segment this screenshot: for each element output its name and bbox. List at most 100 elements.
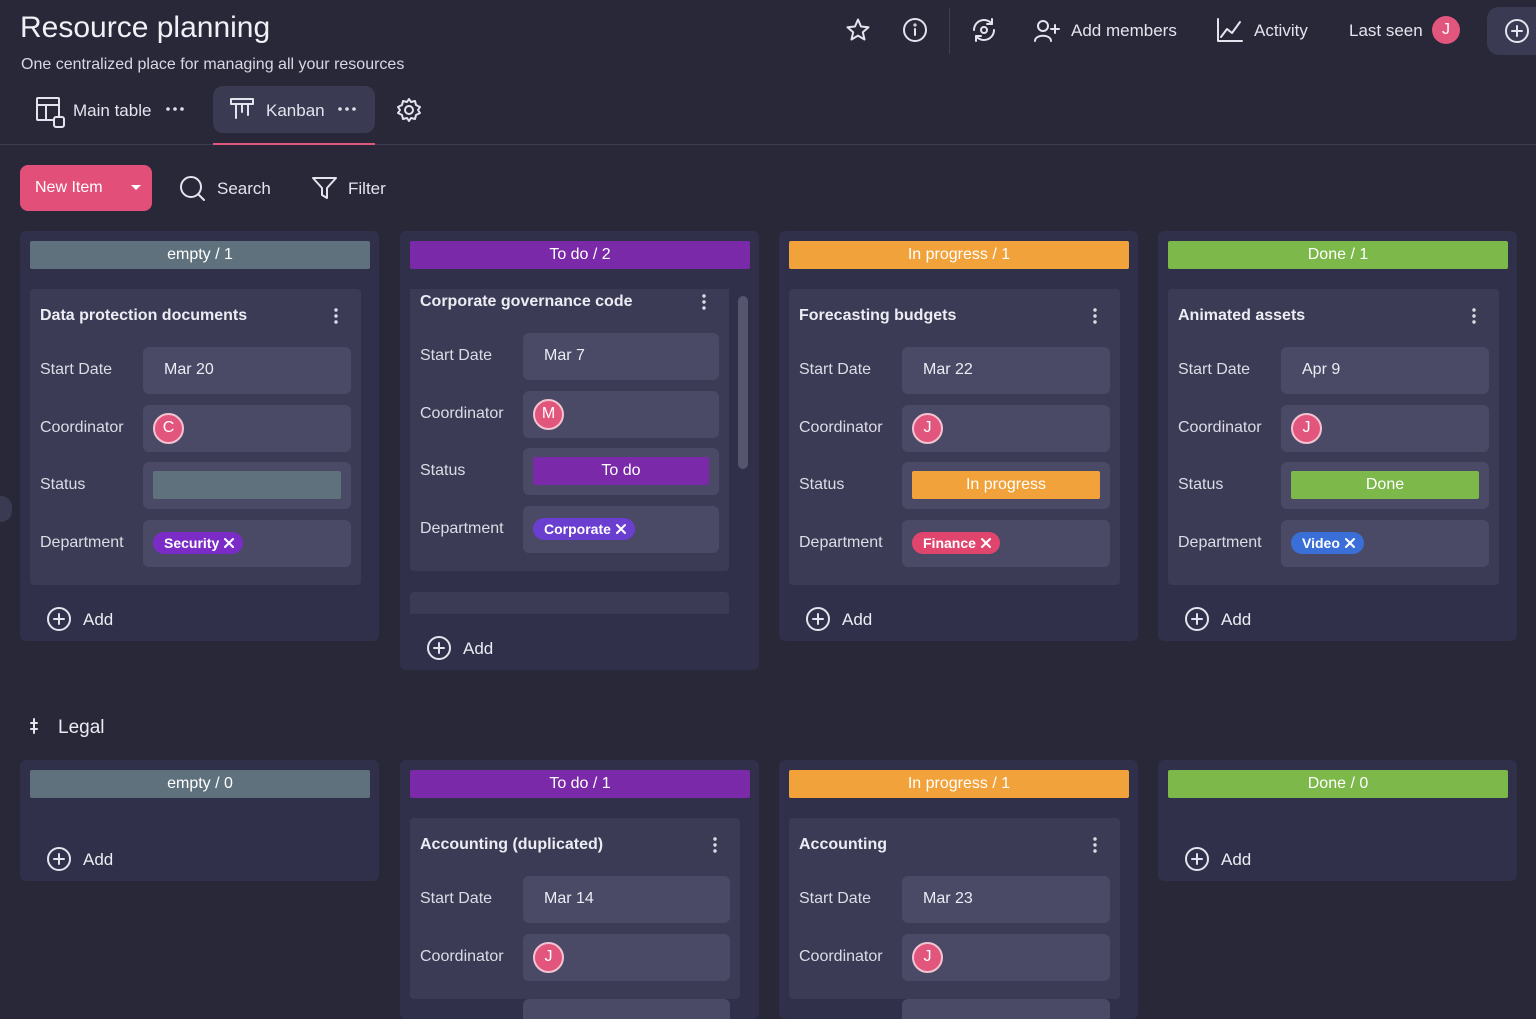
column-header: empty / 1 bbox=[30, 241, 370, 269]
new-item-caret[interactable] bbox=[131, 185, 141, 190]
add-icon[interactable] bbox=[47, 607, 71, 631]
tag-label: Corporate bbox=[544, 520, 611, 537]
last-seen-label: Last seen bbox=[1349, 21, 1423, 40]
search-button[interactable]: Search bbox=[217, 179, 271, 198]
coordinator-avatar: M bbox=[533, 398, 564, 430]
coordinator-avatar: J bbox=[912, 412, 943, 444]
field-label: Start Date bbox=[40, 361, 113, 378]
add-card-button[interactable]: Add bbox=[463, 639, 494, 658]
tag-label: Video bbox=[1302, 534, 1340, 551]
field-label: Department bbox=[799, 533, 883, 551]
sync-icon[interactable] bbox=[971, 18, 997, 42]
status-pill[interactable]: Done bbox=[1291, 471, 1479, 499]
field-box[interactable] bbox=[523, 999, 730, 1019]
tab-menu[interactable] bbox=[338, 105, 356, 113]
card-menu[interactable] bbox=[333, 308, 339, 324]
field-box[interactable] bbox=[902, 347, 1110, 394]
sidebar-toggle[interactable] bbox=[0, 496, 12, 522]
card-title: Animated assets bbox=[1178, 307, 1306, 324]
add-icon bbox=[1505, 19, 1529, 43]
page-subtitle: One centralized place for managing all y… bbox=[21, 56, 405, 73]
field-label: Department bbox=[1178, 533, 1262, 551]
department-tag[interactable]: Video bbox=[1291, 531, 1364, 554]
filter-button[interactable]: Filter bbox=[348, 179, 386, 198]
add-card-button[interactable]: Add bbox=[842, 610, 873, 629]
column-header: Done / 0 bbox=[1168, 770, 1508, 798]
add-icon[interactable] bbox=[427, 636, 451, 660]
add-card-button[interactable]: Add bbox=[83, 610, 114, 629]
department-tag[interactable]: Corporate bbox=[533, 517, 635, 540]
field-label: Start Date bbox=[420, 347, 493, 364]
field-label: Coordinator bbox=[40, 418, 124, 436]
card-menu[interactable] bbox=[1471, 308, 1477, 324]
tab-label[interactable]: Kanban bbox=[266, 101, 325, 120]
tag-remove[interactable] bbox=[980, 537, 991, 548]
kanban-icon bbox=[230, 98, 254, 119]
field-value: Mar 14 bbox=[544, 890, 594, 907]
status-pill[interactable]: To do bbox=[533, 457, 709, 485]
search-icon[interactable] bbox=[180, 176, 206, 202]
add-card-button[interactable]: Add bbox=[1221, 610, 1252, 629]
field-box[interactable] bbox=[902, 876, 1110, 923]
field-label: Status bbox=[420, 462, 466, 479]
add-card-button[interactable]: Add bbox=[1221, 850, 1252, 869]
field-label: Status bbox=[1178, 476, 1224, 493]
info-icon[interactable] bbox=[903, 18, 927, 42]
field-box[interactable] bbox=[1281, 347, 1489, 394]
field-value: Mar 7 bbox=[544, 347, 585, 364]
settings-icon[interactable] bbox=[397, 98, 421, 122]
card-scroll-area[interactable]: Corporate governance code Start Date Mar 7… bbox=[410, 289, 740, 614]
field-label: Start Date bbox=[1178, 361, 1251, 378]
add-icon[interactable] bbox=[806, 607, 830, 631]
add-icon[interactable] bbox=[1185, 607, 1209, 631]
tag-label: Security bbox=[164, 534, 220, 551]
field-label: Department bbox=[40, 533, 124, 551]
tab-menu[interactable] bbox=[166, 105, 184, 113]
card-menu[interactable] bbox=[1092, 308, 1098, 324]
user-avatar[interactable]: J bbox=[1432, 16, 1460, 44]
drag-handle[interactable] bbox=[30, 718, 38, 734]
field-value: Mar 23 bbox=[923, 890, 973, 907]
group-name: Legal bbox=[58, 717, 105, 738]
coordinator-avatar: J bbox=[1291, 412, 1322, 444]
new-item-label[interactable]: New Item bbox=[35, 179, 103, 196]
card-menu[interactable] bbox=[1092, 837, 1098, 853]
column-header: empty / 0 bbox=[30, 770, 370, 798]
add-members-icon[interactable] bbox=[1034, 19, 1060, 43]
field-label: Start Date bbox=[799, 361, 872, 378]
card-menu[interactable] bbox=[701, 294, 707, 310]
status-pill[interactable]: In progress bbox=[912, 471, 1100, 499]
next-card-stub[interactable] bbox=[410, 592, 729, 614]
card-title: Corporate governance code bbox=[420, 293, 633, 310]
activity-icon[interactable] bbox=[1217, 18, 1243, 42]
field-value: Apr 9 bbox=[1302, 361, 1341, 378]
column-header: Done / 1 bbox=[1168, 241, 1508, 269]
favorite-icon[interactable] bbox=[846, 18, 870, 42]
scrollbar[interactable] bbox=[738, 296, 748, 469]
field-box[interactable] bbox=[143, 347, 351, 394]
tab-label[interactable]: Main table bbox=[73, 101, 152, 120]
column-header: To do / 2 bbox=[410, 241, 750, 269]
field-value: Mar 22 bbox=[923, 361, 973, 378]
tab-divider bbox=[0, 144, 1536, 145]
add-members-button[interactable]: Add members bbox=[1071, 21, 1177, 40]
field-box[interactable] bbox=[523, 333, 719, 380]
tag-remove[interactable] bbox=[615, 523, 626, 534]
field-label: Start Date bbox=[420, 890, 493, 907]
status-pill[interactable] bbox=[153, 471, 341, 499]
add-icon[interactable] bbox=[47, 847, 71, 871]
column-header: In progress / 1 bbox=[789, 770, 1129, 798]
add-icon[interactable] bbox=[1185, 847, 1209, 871]
department-tag[interactable]: Security bbox=[153, 531, 244, 554]
tag-remove[interactable] bbox=[224, 537, 235, 548]
activity-button[interactable]: Activity bbox=[1254, 21, 1308, 40]
department-tag[interactable]: Finance bbox=[912, 531, 1000, 554]
tag-remove[interactable] bbox=[1344, 537, 1355, 548]
new-item-button[interactable] bbox=[20, 165, 152, 211]
filter-icon[interactable] bbox=[312, 176, 338, 200]
card-menu[interactable] bbox=[712, 837, 718, 853]
field-box[interactable] bbox=[523, 876, 730, 923]
field-box[interactable] bbox=[902, 999, 1110, 1019]
add-card-button[interactable]: Add bbox=[83, 850, 114, 869]
